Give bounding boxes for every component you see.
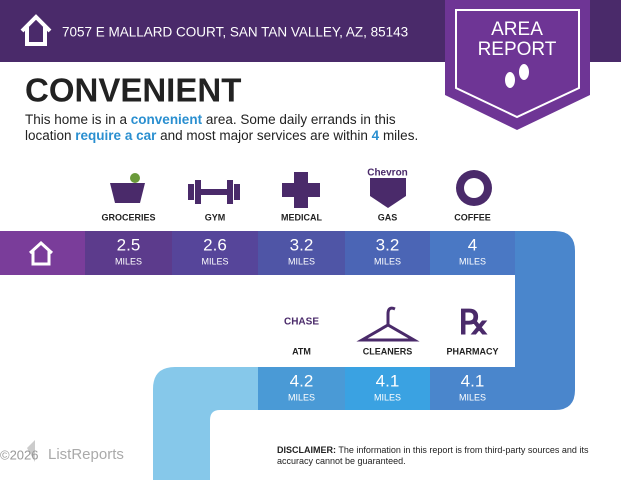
description-text: miles. — [379, 128, 419, 143]
amenity-label: ATM — [292, 346, 311, 356]
distance-cell — [345, 231, 430, 275]
distance-unit: MILES — [115, 256, 142, 266]
highlight: convenient — [130, 112, 203, 127]
distance-value: 3.2 — [376, 235, 400, 254]
gas-icon — [370, 178, 406, 208]
distance-cell — [258, 231, 345, 275]
description-text: and most major services are within — [156, 128, 372, 143]
pharmacy-icon: ℞ — [459, 304, 489, 342]
badge-outline — [455, 9, 580, 119]
icons: ℞ — [110, 170, 492, 342]
gym-icon — [195, 180, 201, 204]
footer-brand: ListReports — [48, 446, 124, 463]
badge — [445, 0, 590, 130]
distance-unit: MILES — [459, 256, 486, 266]
highlight: 4 — [371, 128, 380, 143]
copyright: ©2026 — [0, 447, 39, 462]
description-text: area. Some daily errands in this locatio… — [25, 112, 396, 143]
badge-line1: AREA — [491, 19, 543, 40]
distance-cell — [258, 367, 345, 410]
footprint — [505, 72, 515, 88]
distance-unit: MILES — [201, 256, 228, 266]
footprint — [519, 64, 529, 80]
highlight: require a car — [75, 128, 157, 143]
brand-logo: Chevron — [367, 168, 408, 179]
distance-unit: MILES — [459, 392, 486, 402]
distance-value: 4.2 — [290, 371, 314, 390]
heading: CONVENIENT — [25, 72, 241, 109]
distance-cell — [430, 231, 515, 275]
badge-line2: REPORT — [478, 39, 557, 60]
coffee-icon — [464, 178, 484, 198]
cleaners-icon — [356, 306, 420, 342]
band-right — [515, 231, 575, 410]
home-icon — [20, 14, 52, 46]
amenity-label: GAS — [378, 212, 398, 222]
distance-value: 2.5 — [117, 235, 141, 254]
amenity-label: GROCERIES — [101, 212, 155, 222]
amenity-label: MEDICAL — [281, 212, 322, 222]
distance-cell — [430, 367, 515, 410]
amenity-label: GYM — [205, 212, 226, 222]
gym-icon — [234, 184, 240, 200]
brand-logo: CHASE — [284, 317, 319, 328]
amenity-label: COFFEE — [454, 212, 491, 222]
distance-value: 3.2 — [290, 235, 314, 254]
distance-cell — [85, 231, 172, 275]
distance-value: 4.1 — [461, 371, 485, 390]
gym-icon — [188, 184, 194, 200]
band-left — [153, 367, 258, 480]
home-cell — [0, 231, 85, 275]
distance-unit: MILES — [374, 256, 401, 266]
description: This home is in a convenient area. Some … — [25, 112, 445, 144]
groceries-icon — [110, 183, 145, 203]
amenity-label: PHARMACY — [446, 346, 498, 356]
groceries-icon — [130, 173, 140, 183]
distance-unit: MILES — [374, 392, 401, 402]
distance-value: 4.1 — [376, 371, 400, 390]
distance-cell — [172, 231, 258, 275]
distance-unit: MILES — [288, 392, 315, 402]
distance-unit: MILES — [288, 256, 315, 266]
address: 7057 E MALLARD COURT, SAN TAN VALLEY, AZ… — [62, 25, 408, 40]
medical-icon — [282, 172, 320, 208]
disclaimer-text: The information in this report is from t… — [277, 445, 589, 466]
footer-logo — [27, 440, 35, 462]
distance-value: 4 — [468, 235, 477, 254]
home-icon — [28, 240, 54, 266]
gym-icon — [227, 180, 233, 204]
disclaimer-label: DISCLAIMER: — [277, 445, 336, 455]
gym-icon — [201, 189, 227, 195]
distance-value: 2.6 — [203, 235, 227, 254]
disclaimer: DISCLAIMER: The information in this repo… — [277, 445, 607, 467]
distance-cell — [345, 367, 430, 410]
description-text: This home is in a — [25, 112, 131, 127]
amenity-label: CLEANERS — [363, 346, 413, 356]
